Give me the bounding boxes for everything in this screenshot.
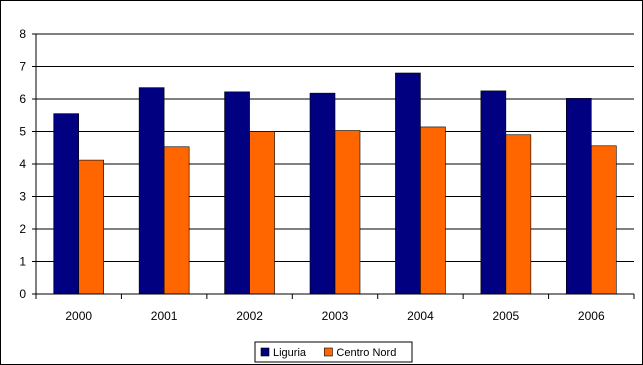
legend-label-liguria: Liguria (273, 347, 307, 359)
legend-label-centro-nord: Centro Nord (336, 347, 396, 359)
bar-centro-nord-2003 (334, 130, 361, 295)
x-tick-label: 2001 (151, 309, 178, 323)
y-tick-label: 3 (19, 190, 26, 204)
bar-liguria-2006 (565, 98, 592, 295)
x-tick-labels: 2000 2001 2002 2003 2004 2005 2006 (65, 309, 605, 323)
bar-liguria-2000 (53, 113, 80, 295)
y-tick-label: 2 (19, 222, 26, 236)
y-tick-label: 5 (19, 125, 26, 139)
y-tick-labels: 0 1 2 3 4 5 6 7 8 (19, 27, 26, 301)
x-tick-label: 2003 (322, 309, 349, 323)
x-tick-label: 2000 (65, 309, 92, 323)
legend: Liguria Centro Nord (254, 341, 413, 363)
bar-centro-nord-2004 (420, 126, 446, 295)
bar-liguria-2003 (309, 92, 336, 295)
legend-swatch-centro-nord (324, 347, 333, 357)
x-tick-label: 2002 (236, 309, 263, 323)
bar-centro-nord-2000 (78, 159, 105, 295)
legend-swatch-liguria (260, 347, 270, 357)
legend-box (254, 341, 413, 363)
y-tick-label: 7 (19, 60, 26, 74)
x-tick-label: 2006 (578, 309, 605, 323)
bar-liguria-2005 (480, 90, 507, 295)
bar-centro-nord-2002 (249, 131, 275, 295)
axes (32, 33, 635, 299)
y-tick-label: 4 (19, 157, 26, 171)
x-tick-label: 2004 (407, 309, 434, 323)
bars (53, 72, 617, 295)
bar-centro-nord-2001 (163, 146, 190, 295)
bar-centro-nord-2005 (505, 134, 532, 295)
bar-centro-nord-2006 (590, 145, 617, 295)
y-tick-label: 0 (19, 287, 26, 301)
bar-liguria-2004 (395, 72, 421, 295)
y-tick-label: 1 (19, 255, 26, 269)
y-tick-label: 8 (19, 27, 26, 41)
bar-liguria-2001 (138, 87, 165, 295)
bar-liguria-2002 (224, 91, 250, 295)
y-tick-label: 6 (19, 92, 26, 106)
x-tick-label: 2005 (493, 309, 520, 323)
